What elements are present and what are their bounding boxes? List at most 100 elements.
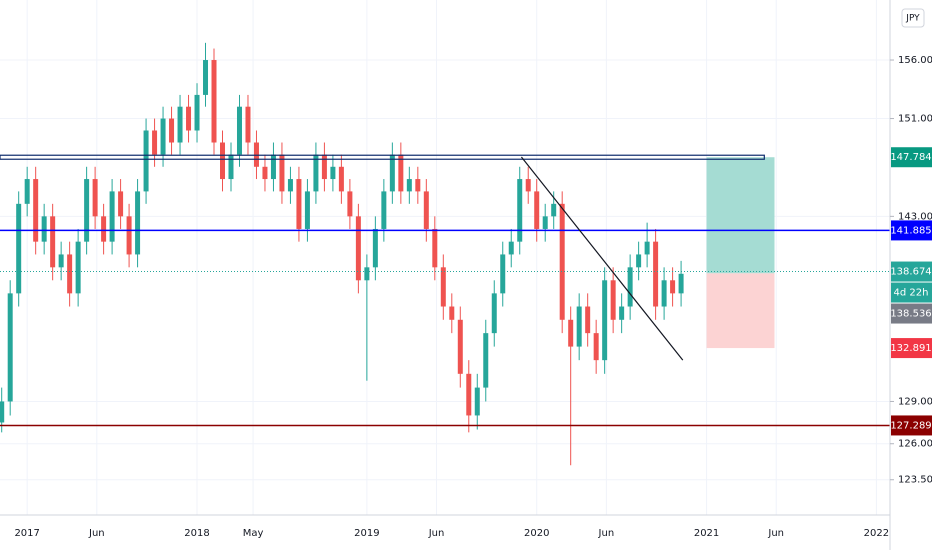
candle-body — [593, 333, 599, 361]
price-label-box — [891, 303, 932, 324]
candle-body — [568, 319, 574, 347]
candle-body — [355, 216, 361, 281]
x-tick-label: Jun — [767, 528, 784, 539]
y-tick-label: 156.000 — [898, 55, 932, 66]
candle-body — [160, 118, 166, 155]
candle-body — [50, 216, 56, 268]
price-label-box — [891, 220, 932, 241]
candle-body — [636, 254, 642, 268]
candle-body — [228, 154, 234, 180]
candle-body — [7, 293, 13, 402]
candle-body — [58, 254, 64, 268]
plot — [0, 42, 890, 466]
candle-body — [296, 179, 302, 229]
candle-body — [457, 319, 463, 374]
candle-body — [330, 166, 336, 180]
price-label-text: 147.784 — [890, 152, 931, 163]
candle-body — [610, 280, 616, 320]
level-box — [0, 154, 765, 160]
axes: 2017 Jun 2018 May 2019 Jun 2020 Jun 2021 Jun 2022 1… — [14, 55, 932, 539]
currency-button[interactable] — [901, 8, 925, 28]
candle-body — [220, 142, 225, 180]
price-label: 132.891 — [890, 338, 932, 359]
price-label-text: 127.289 — [890, 420, 931, 431]
candle-body — [304, 191, 310, 229]
price-label-text: 138.536 — [890, 309, 931, 320]
currency-label: JPY — [905, 14, 920, 24]
candle-body — [338, 166, 344, 192]
candle-body — [84, 179, 90, 242]
candle-body — [186, 106, 192, 131]
candle-body — [406, 179, 412, 192]
candle-body — [321, 154, 327, 180]
candle-body — [508, 241, 514, 255]
candle-body — [0, 401, 5, 423]
candle-body — [152, 130, 158, 155]
candle-body — [287, 179, 293, 192]
candle-body — [551, 203, 557, 217]
trendline — [520, 156, 684, 361]
candle-body — [440, 267, 446, 307]
profit-zone — [706, 157, 775, 274]
candle-body — [576, 306, 582, 347]
x-tick-label: 2020 — [524, 528, 549, 539]
candle-body — [236, 106, 242, 155]
candle-body — [474, 387, 480, 416]
candle-body — [347, 191, 353, 217]
candle-body — [194, 94, 200, 131]
price-label: 138.674 — [890, 261, 932, 282]
candle-body — [75, 241, 81, 294]
candle-body — [364, 267, 370, 281]
candle-body — [559, 203, 565, 320]
candle-body — [24, 179, 30, 204]
countdown-label-text: 4d 22h — [894, 288, 929, 299]
y-tick-label: 126.000 — [898, 439, 932, 450]
candle-body — [211, 60, 217, 143]
candle-body — [627, 267, 633, 307]
price-label-text: 132.891 — [890, 343, 931, 354]
x-tick-label: Jun — [88, 528, 105, 539]
candle-body — [67, 254, 73, 294]
candle-body — [525, 179, 531, 192]
candle-body — [16, 203, 22, 294]
candle-body — [203, 60, 209, 95]
candle-body — [500, 254, 506, 294]
price-label: 127.289 — [890, 415, 932, 436]
price-label-box — [891, 147, 932, 168]
y-tick-label: 123.500 — [898, 475, 932, 486]
candle-body — [92, 179, 98, 217]
candle-body — [118, 191, 124, 217]
candle-body — [432, 228, 438, 268]
x-tick-label: May — [243, 528, 264, 539]
x-tick-label: 2018 — [184, 528, 209, 539]
countdown-label-box — [891, 282, 932, 303]
candle-body — [602, 280, 608, 361]
y-tick-label: 129.000 — [898, 396, 932, 407]
candle-body — [109, 191, 115, 242]
price-label: 147.784 — [890, 147, 932, 168]
candle-body — [177, 106, 183, 143]
candle-body — [381, 191, 387, 229]
candle-body — [169, 118, 175, 143]
candle-body — [653, 241, 659, 307]
loss-zone — [706, 273, 775, 349]
candle-body — [143, 130, 149, 192]
y-tick-label: 151.000 — [898, 114, 932, 125]
x-tick-label: Jun — [428, 528, 445, 539]
candle-body — [126, 216, 132, 255]
candle-body — [542, 216, 548, 229]
price-label-text: 141.885 — [890, 225, 931, 236]
candle-body — [644, 241, 650, 255]
candle-body — [41, 216, 47, 242]
candle-body — [372, 228, 378, 268]
candle-body — [491, 293, 497, 334]
price-label-text: 138.674 — [890, 267, 931, 278]
candle-body — [262, 166, 268, 180]
candle-body — [678, 273, 684, 294]
x-tick-label: 2021 — [694, 528, 719, 539]
price-label-box — [891, 338, 932, 359]
candle-body — [517, 179, 523, 242]
candle-body — [670, 280, 676, 294]
